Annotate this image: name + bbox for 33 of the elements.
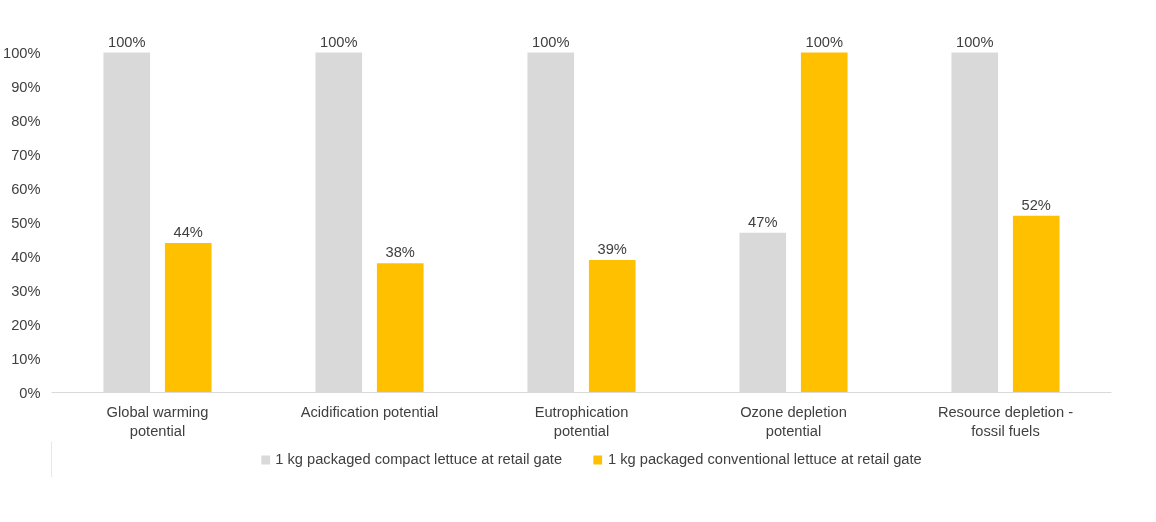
data-label: 47% [748,213,778,230]
y-tick-label: 60% [11,180,41,197]
y-tick-label: 30% [11,282,41,299]
y-tick-label: 20% [11,316,41,333]
data-label: 44% [173,223,203,240]
x-tick-label: Eutrophication potential [534,403,629,439]
y-tick-label: 10% [11,350,41,367]
data-label: 52% [1021,196,1051,213]
bar [376,263,424,393]
y-tick-label: 50% [11,214,41,231]
bar [1012,215,1060,393]
y-tick-label: 0% [19,384,41,401]
bar [800,52,848,393]
y-tick-label: 70% [11,146,41,163]
data-label: 100% [956,33,994,50]
data-label: 100% [805,33,843,50]
x-tick-label: Resource depletion - fossil fuels [937,403,1074,439]
data-label: 38% [385,244,415,261]
x-tick-label: Acidification potential [300,403,439,420]
bar [164,242,212,393]
x-tick-label: Ozone depletion potential [740,403,847,439]
data-label: 100% [108,33,146,50]
data-label: 39% [597,240,627,257]
y-tick-label: 80% [11,112,41,129]
y-tick-label: 40% [11,248,41,265]
legend-label: 1 kg packaged compact lettuce at retail gate [275,451,563,467]
data-label: 100% [320,33,358,50]
y-tick-label: 90% [11,78,41,95]
bar [588,259,636,393]
x-tick-label: Global warming potential [106,403,209,439]
legend-label: 1 kg packaged conventional lettuce at retail gate [608,451,922,467]
data-label: 100% [532,33,570,50]
y-tick-label: 100% [3,44,41,61]
